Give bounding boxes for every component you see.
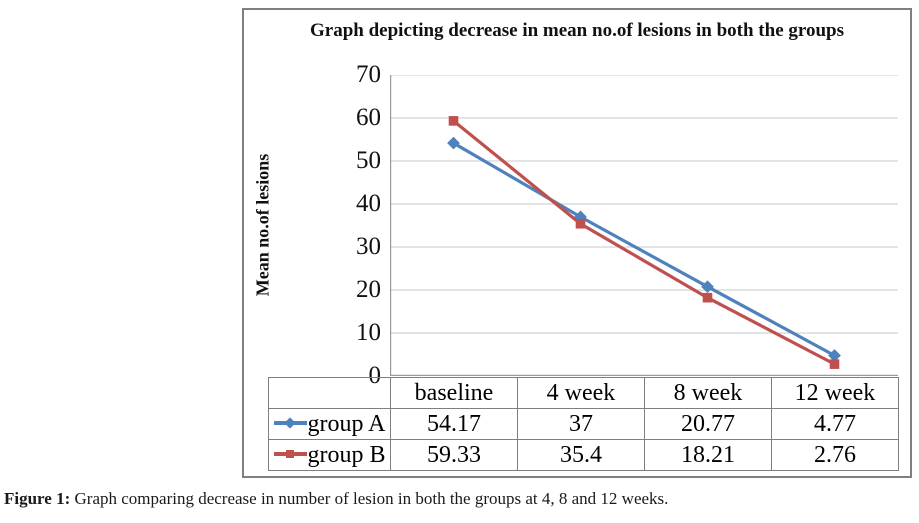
table-cell: 37 (517, 408, 645, 440)
y-axis-title: Mean no.of lesions (252, 153, 273, 297)
table-cell: 59.33 (390, 439, 518, 471)
group-a-line-key-icon (273, 417, 307, 430)
data-point-marker (702, 292, 713, 303)
series-line-1 (452, 119, 836, 366)
series-line-0 (452, 141, 836, 357)
y-tick-label: 60 (356, 104, 381, 131)
figure-caption-text: Graph comparing decrease in number of le… (70, 489, 669, 508)
data-point-marker (575, 218, 586, 229)
y-tick-label: 40 (356, 190, 381, 217)
category-header: 12 week (771, 377, 899, 409)
category-header: 4 week (517, 377, 645, 409)
y-tick-label: 70 (356, 61, 381, 88)
series-label: group A (307, 411, 386, 437)
data-point-marker (447, 136, 460, 150)
chart-title: Graph depicting decrease in mean no.of l… (310, 20, 844, 41)
chart-container: Graph depicting decrease in mean no.of l… (242, 8, 912, 478)
square-marker-icon (286, 450, 294, 459)
table-row-group-a: group A 54.17 37 20.77 4.77 (268, 408, 899, 440)
data-point-marker (829, 359, 840, 369)
line-chart-plot (390, 75, 898, 376)
table-cell: 20.77 (644, 408, 772, 440)
category-header: baseline (390, 377, 518, 409)
table-cell: 54.17 (390, 408, 518, 440)
y-tick-label: 20 (356, 276, 381, 303)
legend-cell-group-a: group A (268, 408, 391, 440)
series-label: group B (307, 442, 386, 468)
figure-caption-label: Figure 1: (4, 489, 71, 508)
table-cell: 4.77 (771, 408, 899, 440)
table-header-row: baseline 4 week 8 week 12 week (268, 377, 899, 409)
table-cell: 2.76 (771, 439, 899, 471)
data-point-marker (448, 116, 459, 126)
table-row-group-b: group B 59.33 35.4 18.21 2.76 (268, 439, 899, 471)
y-axis-ticks: 70 60 50 40 30 20 10 0 (324, 10, 381, 476)
chart-data-table: baseline 4 week 8 week 12 week group A 5… (268, 377, 899, 471)
group-b-line-key-icon (273, 450, 307, 459)
table-corner-cell (268, 377, 391, 409)
figure-caption: Figure 1: Graph comparing decrease in nu… (4, 489, 668, 509)
legend-cell-group-b: group B (268, 439, 391, 471)
diamond-marker-icon (284, 417, 296, 430)
category-header: 8 week (644, 377, 772, 409)
y-tick-label: 30 (356, 233, 381, 260)
table-cell: 18.21 (644, 439, 772, 471)
data-point-marker (701, 280, 714, 294)
table-cell: 35.4 (517, 439, 645, 471)
y-tick-label: 50 (356, 147, 381, 174)
y-tick-label: 10 (356, 319, 381, 346)
